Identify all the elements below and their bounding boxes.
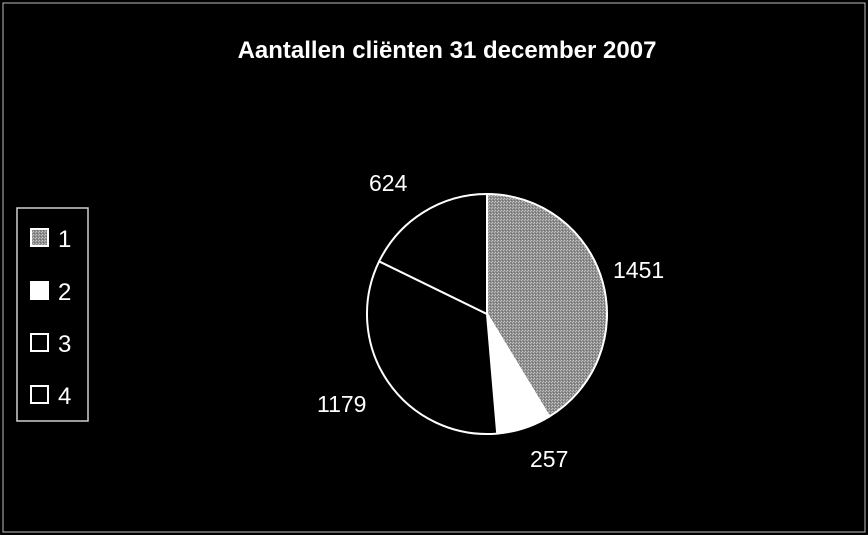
legend-label-4: 4: [58, 383, 71, 410]
legend-label-3: 3: [58, 331, 71, 358]
data-label-1179: 1179: [317, 391, 366, 417]
legend-entry-1: 1: [30, 226, 71, 253]
legend-label-1: 1: [58, 226, 71, 253]
legend-swatch-4: [30, 385, 49, 404]
legend-label-2: 2: [58, 279, 71, 306]
data-label-257: 257: [530, 446, 568, 472]
data-label-624: 624: [369, 170, 408, 196]
pie-slice-1: [486, 193, 608, 418]
data-label-1451: 1451: [613, 257, 664, 283]
pie-slice-4: [378, 193, 488, 315]
pie-slice-3: [365, 260, 499, 435]
pie-slices: [365, 193, 608, 435]
legend: 1 2 3 4: [16, 207, 89, 422]
legend-swatch-1: [30, 228, 49, 247]
legend-swatch-2: [30, 281, 49, 300]
legend-swatch-3: [30, 333, 49, 352]
chart-title: Aantallen cliënten 31 december 2007: [238, 37, 657, 64]
pie-data-labels: 1451 257 1179 624: [317, 170, 664, 472]
legend-entry-2: 2: [30, 279, 71, 306]
legend-entry-4: 4: [30, 383, 71, 410]
legend-entry-3: 3: [30, 331, 71, 358]
legend-box: [16, 207, 89, 422]
